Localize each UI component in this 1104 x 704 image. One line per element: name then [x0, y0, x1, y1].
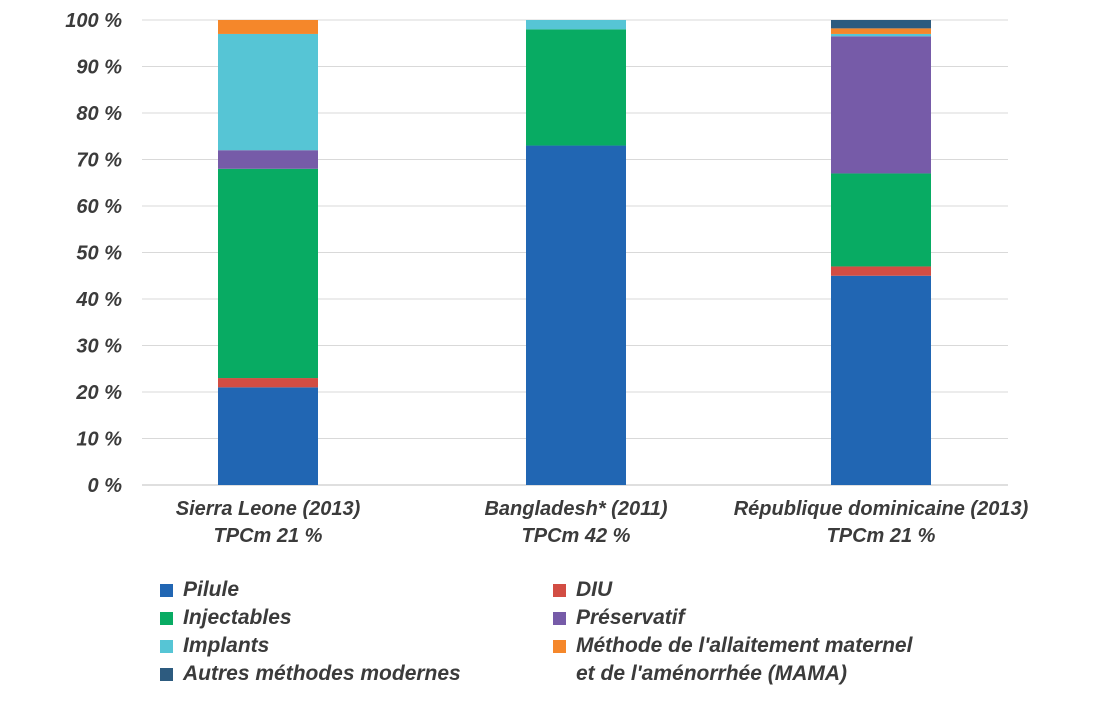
legend-swatch-pilule: [160, 584, 173, 597]
category-label-line1: Bangladesh* (2011): [484, 498, 667, 520]
category-label-line2: TPCm 21 %: [827, 525, 936, 547]
bar-segment: [831, 20, 931, 29]
legend-swatch-implants: [160, 640, 173, 653]
category-label-line1: Sierra Leone (2013): [176, 498, 361, 520]
bars: [218, 20, 931, 486]
bar-segment: [831, 266, 931, 276]
bar-segment: [831, 33, 931, 37]
y-tick-label: 40 %: [75, 289, 122, 311]
bar-segment: [831, 28, 931, 34]
legend-swatch-injectables: [160, 612, 173, 625]
legend-swatch-diu: [553, 584, 566, 597]
bar-segment: [218, 168, 318, 379]
bar-segment: [218, 20, 318, 34]
legend-swatch-preservatif: [553, 612, 566, 625]
category-label-line2: TPCm 21 %: [214, 525, 323, 547]
legend-item-preservatif: Préservatif: [553, 604, 685, 632]
bar-segment: [526, 20, 626, 30]
legend-label-autres: Autres méthodes modernes: [183, 662, 461, 685]
stacked-bar-chart: 0 % 10 % 20 % 30 % 40 % 50 % 60 % 70 % 80 % 90 % 1…: [65, 10, 1029, 547]
legend-label-mama: Méthode de l'allaitement maternel et de …: [576, 634, 913, 685]
y-tick-label: 80 %: [76, 103, 122, 125]
legend-item-mama: Méthode de l'allaitement maternel et de …: [553, 632, 912, 688]
bar-segment: [831, 36, 931, 174]
legend-swatch-mama: [553, 640, 566, 653]
y-tick-label: 20 %: [75, 382, 122, 404]
category-label-line1: République dominicaine (2013): [734, 498, 1029, 520]
category-label-line2: TPCm 42 %: [522, 525, 631, 547]
y-tick-label: 70 %: [76, 150, 122, 172]
legend-label-diu: DIU: [576, 578, 613, 601]
bar-segment: [218, 378, 318, 388]
legend-label-pilule: Pilule: [183, 578, 240, 601]
bar-segment: [526, 145, 626, 486]
y-tick-label: 90 %: [76, 57, 122, 79]
bar-segment: [218, 150, 318, 169]
bar-segment: [526, 29, 626, 146]
bar-segment: [218, 33, 318, 151]
y-tick-label: 10 %: [76, 429, 122, 451]
x-axis-category-labels: Sierra Leone (2013) TPCm 21 % Bangladesh* …: [176, 498, 1029, 547]
y-tick-label: 0 %: [88, 475, 123, 497]
y-tick-label: 60 %: [76, 196, 122, 218]
y-tick-label: 50 %: [76, 243, 122, 265]
y-axis-tick-labels: 0 % 10 % 20 % 30 % 40 % 50 % 60 % 70 % 80 % 90 % 1…: [65, 10, 122, 497]
bar-segment: [831, 275, 931, 485]
legend-label-preservatif: Préservatif: [576, 606, 685, 629]
bar-segment: [831, 173, 931, 267]
legend-item-autres: Autres méthodes modernes: [160, 660, 461, 688]
legend-item-pilule: Pilule: [160, 576, 239, 604]
legend-item-implants: Implants: [160, 632, 269, 660]
legend-item-injectables: Injectables: [160, 604, 292, 632]
legend-swatch-autres: [160, 668, 173, 681]
legend-label-injectables: Injectables: [183, 606, 292, 629]
bar-segment: [218, 387, 318, 485]
legend-item-diu: DIU: [553, 576, 612, 604]
y-tick-label: 100 %: [65, 10, 122, 32]
legend-label-implants: Implants: [183, 634, 270, 657]
legend: Pilule Injectables Implants Autres métho…: [160, 572, 1040, 696]
y-tick-label: 30 %: [76, 336, 122, 358]
